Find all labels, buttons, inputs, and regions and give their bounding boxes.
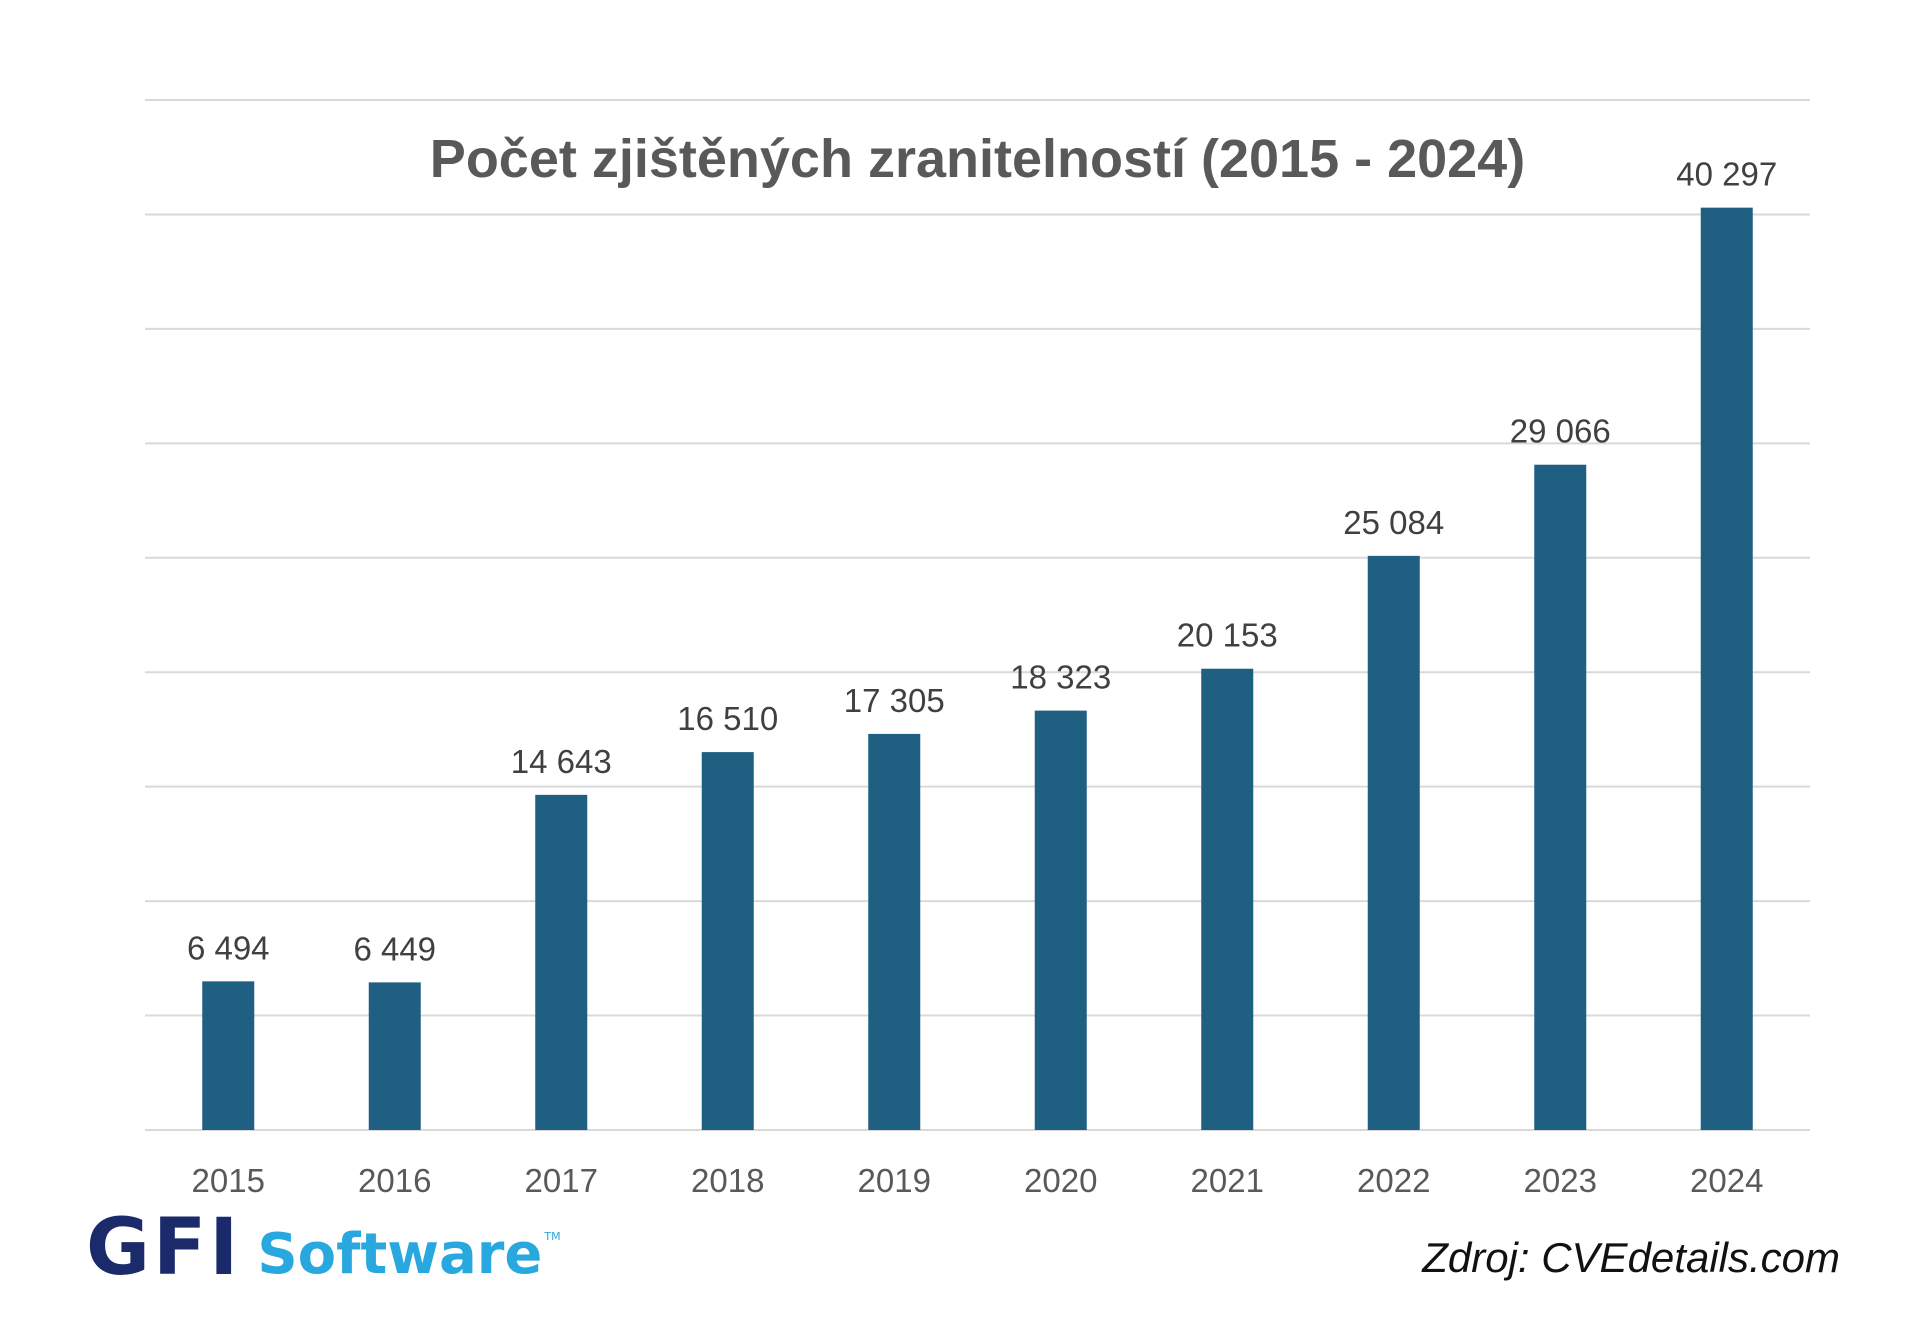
data-label-2022: 25 084 bbox=[1343, 504, 1444, 541]
data-label-2017: 14 643 bbox=[511, 743, 612, 780]
gfi-software-logo: GFI Software TM bbox=[86, 1203, 561, 1293]
source-note: Zdroj: CVEdetails.com bbox=[1422, 1234, 1840, 1281]
data-label-2021: 20 153 bbox=[1177, 617, 1278, 654]
data-label-2023: 29 066 bbox=[1510, 413, 1611, 450]
bar-2020 bbox=[1034, 710, 1087, 1130]
data-label-2016: 6 449 bbox=[353, 930, 436, 967]
bar-2019 bbox=[868, 733, 921, 1130]
data-label-2024: 40 297 bbox=[1676, 156, 1777, 193]
bar-2023 bbox=[1534, 464, 1587, 1130]
bar-2022 bbox=[1367, 555, 1420, 1130]
bar-2017 bbox=[535, 794, 588, 1130]
data-label-2015: 6 494 bbox=[187, 929, 270, 966]
x-tick-label-2017: 2017 bbox=[525, 1162, 598, 1199]
x-tick-label-2015: 2015 bbox=[192, 1162, 265, 1199]
x-tick-label-2024: 2024 bbox=[1690, 1162, 1763, 1199]
bar-2016 bbox=[368, 982, 421, 1130]
data-label-2018: 16 510 bbox=[677, 700, 778, 737]
x-tick-label-2022: 2022 bbox=[1357, 1162, 1430, 1199]
bar-2018 bbox=[701, 752, 754, 1130]
logo-trademark: TM bbox=[544, 1229, 561, 1243]
data-label-2020: 18 323 bbox=[1010, 659, 1111, 696]
x-tick-label-2020: 2020 bbox=[1024, 1162, 1097, 1199]
bar-2024 bbox=[1700, 207, 1753, 1131]
x-tick-label-2021: 2021 bbox=[1191, 1162, 1264, 1199]
logo-software-text: Software bbox=[257, 1221, 543, 1287]
logo-gfi-text: GFI bbox=[86, 1203, 242, 1293]
x-tick-label-2019: 2019 bbox=[858, 1162, 931, 1199]
chart-title: Počet zjištěných zranitelností (2015 - 2… bbox=[429, 129, 1526, 189]
x-tick-label-2018: 2018 bbox=[691, 1162, 764, 1199]
x-tick-label-2023: 2023 bbox=[1524, 1162, 1597, 1199]
data-label-2019: 17 305 bbox=[844, 682, 945, 719]
bar-2015 bbox=[202, 981, 255, 1130]
x-tick-label-2016: 2016 bbox=[358, 1162, 431, 1199]
bar-2021 bbox=[1201, 668, 1254, 1130]
